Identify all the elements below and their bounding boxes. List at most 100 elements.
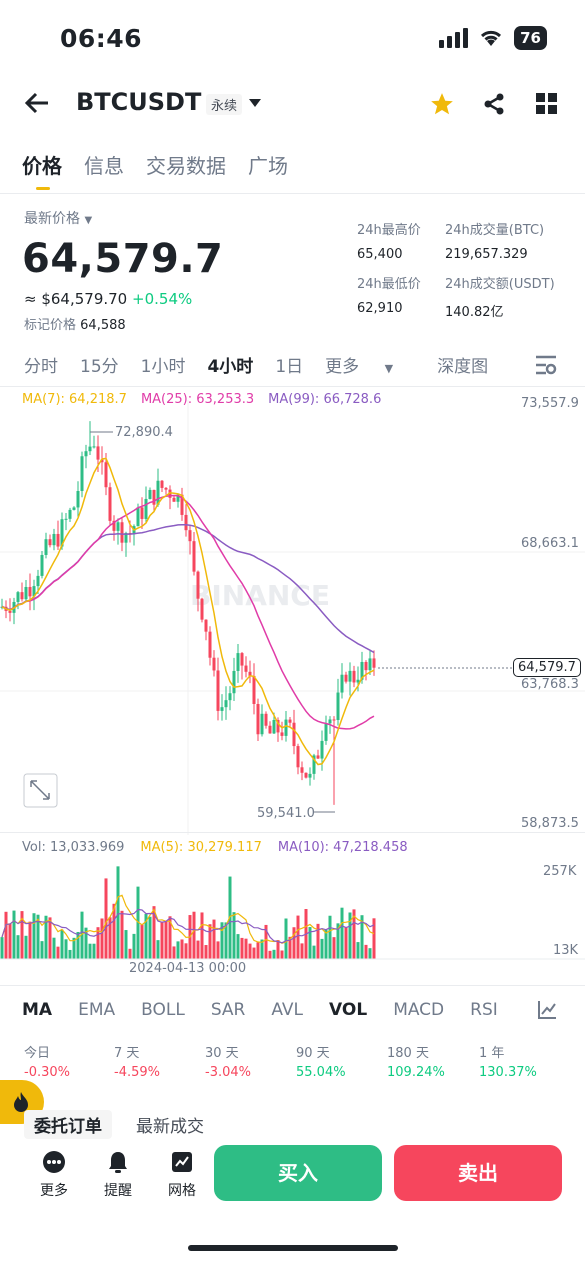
indicator-rsi[interactable]: RSI xyxy=(470,1000,498,1020)
tab-price[interactable]: 价格 xyxy=(22,150,62,190)
grid-trading-button[interactable]: 网格 xyxy=(162,1150,202,1200)
volume-bar xyxy=(192,911,196,959)
volume-bar xyxy=(348,912,352,959)
sell-button[interactable]: 卖出 xyxy=(394,1145,562,1201)
change-percent: +0.54% xyxy=(132,290,193,308)
perf-180d: 180 天 109.24% xyxy=(387,1046,445,1080)
alert-button[interactable]: 提醒 xyxy=(98,1150,138,1200)
volume-bar xyxy=(308,927,312,959)
candle-body xyxy=(24,586,28,600)
buy-button[interactable]: 买入 xyxy=(214,1145,382,1201)
depth-chart-tab[interactable]: 深度图 xyxy=(437,357,489,377)
fire-icon xyxy=(14,1092,28,1112)
tab-latest-trades[interactable]: 最新成交 xyxy=(136,1117,204,1137)
tab-info[interactable]: 信息 xyxy=(84,154,124,178)
candle-body xyxy=(332,719,336,721)
volume-bar xyxy=(316,923,320,959)
indicator-vol[interactable]: VOL xyxy=(329,1000,368,1020)
volume-bar xyxy=(224,922,228,959)
candle-body xyxy=(280,732,284,736)
stat-24h-vol-btc: 24h成交量(BTC) 219,657.329 xyxy=(445,223,545,262)
candle-body xyxy=(284,719,288,736)
perf-1y: 1 年 130.37% xyxy=(479,1046,537,1080)
ma7-line xyxy=(1,457,375,766)
chevron-down-icon[interactable] xyxy=(248,98,262,108)
volume-bar xyxy=(240,937,244,959)
candle-body xyxy=(156,480,160,505)
status-icons: 76 xyxy=(438,26,547,50)
usd-price-line: ≈ $64,579.70 +0.54% xyxy=(24,290,192,308)
candle-body xyxy=(324,723,328,741)
volume-bar xyxy=(40,941,44,959)
volume-bar xyxy=(336,923,340,959)
indicator-boll[interactable]: BOLL xyxy=(141,1000,185,1020)
volume-bar xyxy=(320,938,324,959)
candle-body xyxy=(256,703,260,735)
candle-body xyxy=(28,586,32,597)
candle-body xyxy=(192,541,196,572)
interval-timeshare[interactable]: 分时 xyxy=(24,357,58,377)
indicator-avl[interactable]: AVL xyxy=(271,1000,304,1020)
candle-body xyxy=(232,670,236,694)
tab-open-orders[interactable]: 委托订单 xyxy=(24,1110,112,1139)
candle-body xyxy=(356,679,360,683)
volume-bar xyxy=(368,948,372,959)
volume-bar xyxy=(212,919,216,959)
perf-7d: 7 天 -4.59% xyxy=(114,1046,160,1080)
volume-bar xyxy=(324,929,328,959)
volume-bar xyxy=(256,942,260,959)
candle-body xyxy=(36,575,40,587)
candle-body xyxy=(56,533,60,547)
candle-body xyxy=(20,592,24,600)
indicator-sar[interactable]: SAR xyxy=(210,1000,246,1020)
more-button[interactable]: 更多 xyxy=(34,1150,74,1200)
interval-more[interactable]: 更多 ▼ xyxy=(325,357,394,377)
candlestick-chart[interactable]: BINANCE 72,890.4 59,541.0 xyxy=(0,380,585,835)
tab-trading-data[interactable]: 交易数据 xyxy=(146,154,226,178)
indicator-settings-icon[interactable] xyxy=(537,1000,557,1020)
candle-body xyxy=(120,522,124,543)
interval-1d[interactable]: 1日 xyxy=(275,357,304,377)
indicator-ema[interactable]: EMA xyxy=(78,1000,116,1020)
y-tick-label: 63,768.3 xyxy=(521,677,579,692)
candle-body xyxy=(276,719,280,733)
candle-body xyxy=(252,675,256,704)
volume-bar xyxy=(216,941,220,959)
interval-1h[interactable]: 1小时 xyxy=(140,357,186,377)
indicator-bar: MA EMA BOLL SAR AVL VOL MACD RSI xyxy=(22,1000,524,1020)
back-arrow-icon[interactable] xyxy=(24,92,50,114)
contract-type-badge: 永续 xyxy=(206,94,243,115)
star-icon[interactable] xyxy=(429,91,455,117)
indicator-ma[interactable]: MA xyxy=(22,1000,53,1020)
volume-bar xyxy=(352,909,356,959)
candle-body xyxy=(364,661,368,671)
interval-bar: 分时 15分 1小时 4小时 1日 更多 ▼ 深度图 xyxy=(24,352,510,377)
volume-bar xyxy=(288,936,292,959)
candle-body xyxy=(68,509,72,519)
candle-body xyxy=(312,755,316,774)
volume-bar xyxy=(140,924,144,959)
grid-layout-icon[interactable] xyxy=(536,93,558,115)
chart-settings-icon[interactable] xyxy=(535,355,557,375)
home-indicator xyxy=(188,1245,398,1251)
symbol-title[interactable]: BTCUSDT xyxy=(76,88,202,116)
main-tabs: 价格 信息 交易数据 广场 xyxy=(22,150,288,190)
share-icon[interactable] xyxy=(482,92,506,116)
volume-bar xyxy=(180,939,184,959)
volume-bar xyxy=(200,912,204,959)
candle-body xyxy=(140,507,144,519)
volume-bar xyxy=(28,921,32,959)
volume-bar xyxy=(332,937,336,959)
volume-bar xyxy=(276,940,280,959)
volume-bar xyxy=(32,913,36,959)
mark-price-line: 标记价格 64,588 xyxy=(24,318,126,333)
interval-4h[interactable]: 4小时 xyxy=(207,357,254,377)
candle-body xyxy=(212,657,216,671)
candle-body xyxy=(216,670,220,711)
interval-15m[interactable]: 15分 xyxy=(80,357,119,377)
current-price-tag: 64,579.7 xyxy=(513,658,581,677)
latest-price-label[interactable]: 最新价格 ▼ xyxy=(24,211,93,227)
indicator-macd[interactable]: MACD xyxy=(393,1000,445,1020)
volume-bar xyxy=(264,924,268,959)
tab-square[interactable]: 广场 xyxy=(248,154,288,178)
